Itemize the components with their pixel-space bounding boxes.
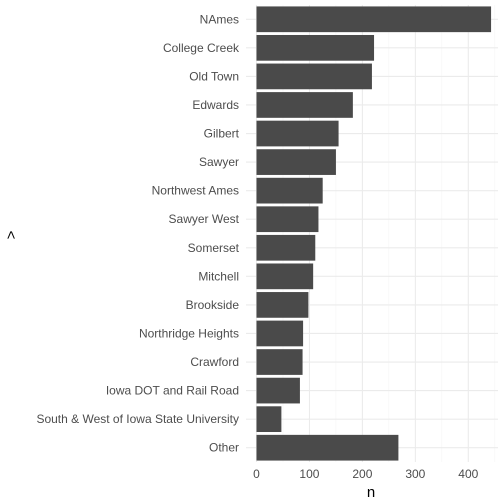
category-label: Sawyer West [169,212,240,226]
category-label: Edwards [192,98,239,112]
bar [256,34,375,61]
bar [256,434,399,461]
category-label: Somerset [188,241,240,255]
x-axis-title: n [367,484,375,501]
category-label: College Creek [163,41,240,55]
bar [256,320,304,347]
x-tick-labels: 0 100 200 300 400 [253,467,478,481]
bar [256,92,353,118]
bar [256,177,323,204]
bar [256,377,300,404]
category-label: Northwest Ames [152,184,239,198]
category-label: Mitchell [198,269,239,283]
x-tick-label: 0 [253,467,260,481]
y-axis-title: > [3,230,20,239]
category-label: Sawyer [199,155,239,169]
category-labels: NAmes College Creek Old Town Edwards Gilbert… [36,12,240,454]
category-label: Brookside [186,298,240,312]
bar [256,120,339,147]
bars [256,6,492,461]
category-label: Other [209,441,239,455]
category-label: Crawford [190,355,239,369]
bar [256,206,319,233]
x-tick-label: 400 [458,467,478,481]
x-tick-label: 200 [352,467,372,481]
bar [256,6,492,33]
bar [256,349,303,375]
bar [256,292,309,318]
category-label: NAmes [200,12,239,26]
bar [256,234,316,261]
category-label: Iowa DOT and Rail Road [106,384,239,398]
category-label: Gilbert [204,127,240,141]
category-label: Northridge Heights [139,326,239,340]
category-label: Old Town [189,69,239,83]
bar [256,263,314,290]
bar [256,149,336,175]
x-tick-label: 300 [405,467,425,481]
category-label: South & West of Iowa State University [36,412,239,426]
bar [256,63,372,90]
bar [256,406,282,433]
x-tick-label: 100 [299,467,319,481]
